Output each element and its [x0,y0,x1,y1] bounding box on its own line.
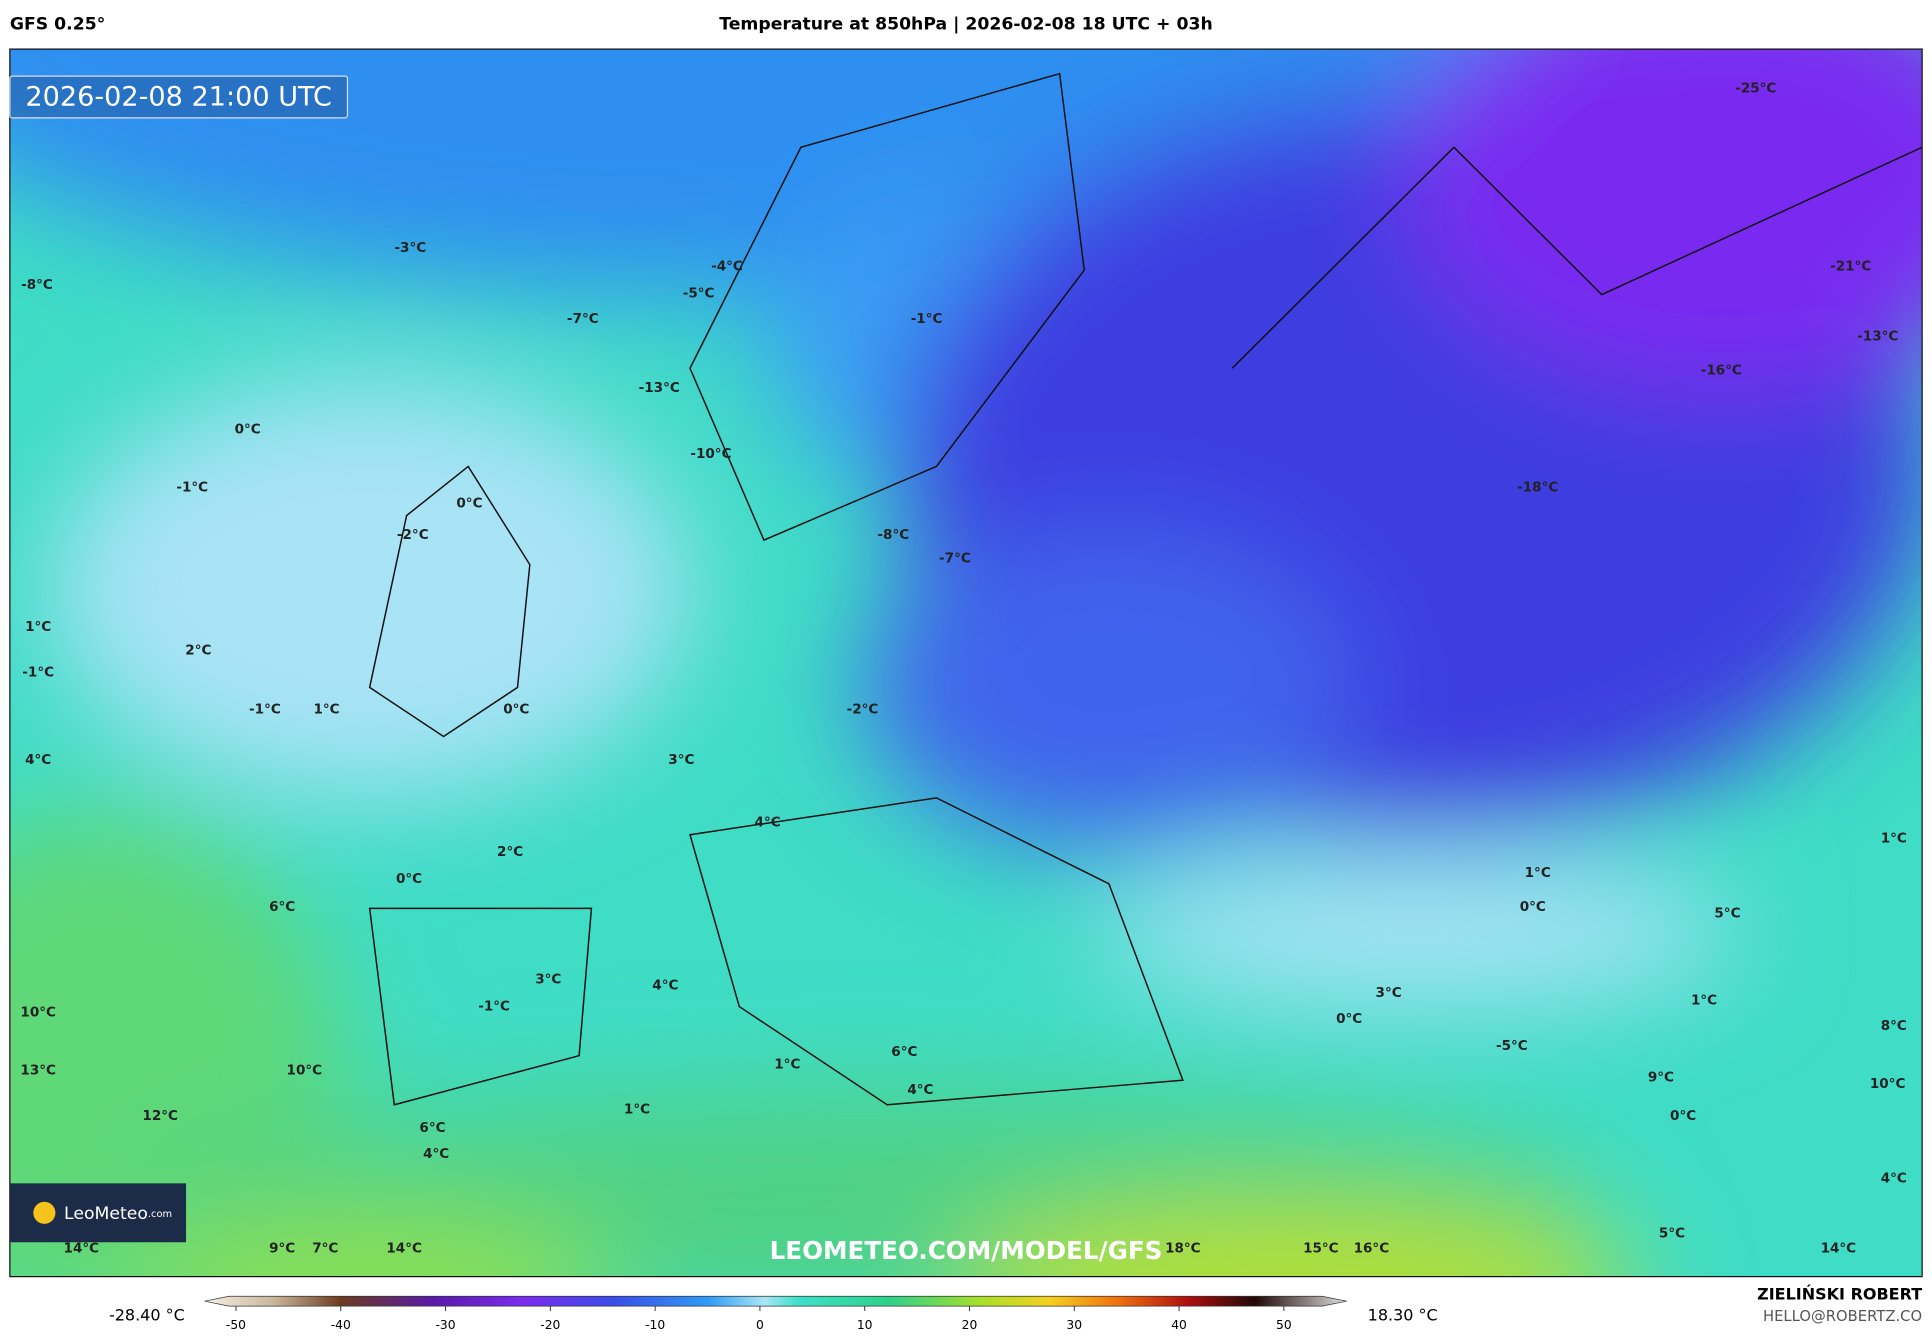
colorbar-tick-label: 20 [962,1318,978,1332]
temperature-label: -7°C [567,311,599,327]
temperature-label: 2°C [497,844,523,860]
temperature-label: 0°C [1520,899,1546,915]
colorbar: -50 -40 -30 -20 -10 0 10 20 30 40 50 [204,1295,1347,1332]
colorbar-tick-label: -40 [331,1318,351,1332]
temperature-label: 18°C [1165,1240,1201,1256]
temperature-label: 5°C [1714,905,1740,921]
colorbar-min: -28.40 °C [109,1305,185,1324]
temperature-label: 1°C [25,619,51,635]
temperature-label: -4°C [711,258,743,274]
temperature-label: 1°C [1691,992,1717,1008]
temperature-label: 13°C [20,1062,56,1078]
colorbar-tick-label: 10 [857,1318,873,1332]
temperature-label: -21°C [1830,258,1871,274]
timestamp: 2026-02-08 21:00 UTC [25,82,332,113]
temperature-label: 12°C [142,1108,178,1124]
temperature-label: -1°C [22,665,54,681]
temperature-label: -16°C [1701,363,1742,379]
temperature-label: 0°C [235,422,261,438]
colorbar-tick-label: 50 [1276,1318,1292,1332]
temperature-label: 1°C [1881,830,1907,846]
colorbar-fill [204,1295,1347,1307]
model-name: GFS 0.25° [10,15,105,35]
temperature-label: 1°C [313,702,339,718]
temperature-label: -8°C [877,527,909,543]
temperature-label: -2°C [397,527,429,543]
temperature-label: 10°C [1870,1076,1906,1092]
temperature-label: -10°C [690,446,731,462]
colorbar-tick-label: -30 [435,1318,455,1332]
temperature-label: 0°C [396,871,422,887]
temperature-label: 6°C [891,1044,917,1060]
temperature-label: -13°C [1857,328,1898,344]
temperature-label: 4°C [907,1082,933,1098]
temperature-label: 16°C [1354,1240,1390,1256]
temperature-label: -1°C [911,311,943,327]
temperature-label: -7°C [939,551,971,567]
colorbar-max: 18.30 °C [1368,1305,1438,1324]
map-frame [9,48,1923,1278]
temperature-label: -2°C [847,702,879,718]
temperature-label: -8°C [21,277,53,293]
map-title: Temperature at 850hPa | 2026-02-08 18 UT… [719,15,1213,35]
temperature-label: 4°C [1881,1170,1907,1186]
temperature-label: 3°C [668,752,694,768]
temperature-label: 1°C [1525,865,1551,881]
temperature-label: 3°C [1376,985,1402,1001]
logo-text: LeoMeteo.com [64,1204,172,1224]
temperature-label: 4°C [423,1146,449,1162]
temperature-label: -1°C [478,999,510,1015]
temperature-label: 0°C [503,702,529,718]
temperature-label: 5°C [1659,1226,1685,1242]
email: HELLO@ROBERTZ.CO [1763,1308,1922,1325]
temperature-label: -25°C [1735,80,1776,96]
temperature-label: -13°C [639,380,680,396]
logo-sun [33,1201,56,1224]
temperature-label: 1°C [774,1056,800,1072]
watermark: LEOMETEO.COM/MODEL/GFS [770,1236,1163,1265]
temperature-label: 10°C [287,1062,323,1078]
temperature-label: 14°C [386,1240,422,1256]
temperature-label: 9°C [269,1240,295,1256]
author: ZIELIŃSKI ROBERT [1757,1285,1922,1304]
temperature-label: -1°C [176,479,208,495]
colorbar-tick-label: -20 [540,1318,560,1332]
temperature-label: 4°C [755,814,781,830]
colorbar-tick-label: -50 [226,1318,246,1332]
temperature-label: 0°C [456,495,482,511]
temperature-label: 15°C [1303,1240,1339,1256]
temperature-label: 4°C [25,752,51,768]
colorbar-tick-label: 0 [756,1318,764,1332]
temperature-label: 0°C [1670,1108,1696,1124]
temperature-label: 2°C [185,643,211,659]
temperature-label: 9°C [1648,1070,1674,1086]
temperature-label: 14°C [64,1240,100,1256]
colorbar-tick-label: 30 [1066,1318,1082,1332]
temperature-label: 7°C [312,1240,338,1256]
temperature-label: -5°C [1496,1038,1528,1054]
temperature-label: 6°C [419,1120,445,1136]
temperature-label: 3°C [535,972,561,988]
temperature-label: 1°C [624,1102,650,1118]
temperature-label: 10°C [20,1005,56,1021]
temperature-label: 14°C [1821,1240,1857,1256]
temperature-label: 0°C [1336,1011,1362,1027]
temperature-label: 4°C [652,978,678,994]
temperature-label: 8°C [1881,1018,1907,1034]
temperature-label: -1°C [249,702,281,718]
temperature-label: 6°C [269,899,295,915]
temperature-label: -3°C [394,240,426,256]
temperature-label: -5°C [683,285,715,301]
coastline-sketch [368,72,1923,1106]
colorbar-tick-label: -10 [645,1318,665,1332]
map-labels: -3°C -8°C -4°C -5°C -7°C -1°C -25°C -21°C -13°C -… [20,80,1907,1256]
colorbar-tick-label: 40 [1171,1318,1187,1332]
timestamp-box [9,75,349,119]
temperature-label: -18°C [1517,479,1558,495]
